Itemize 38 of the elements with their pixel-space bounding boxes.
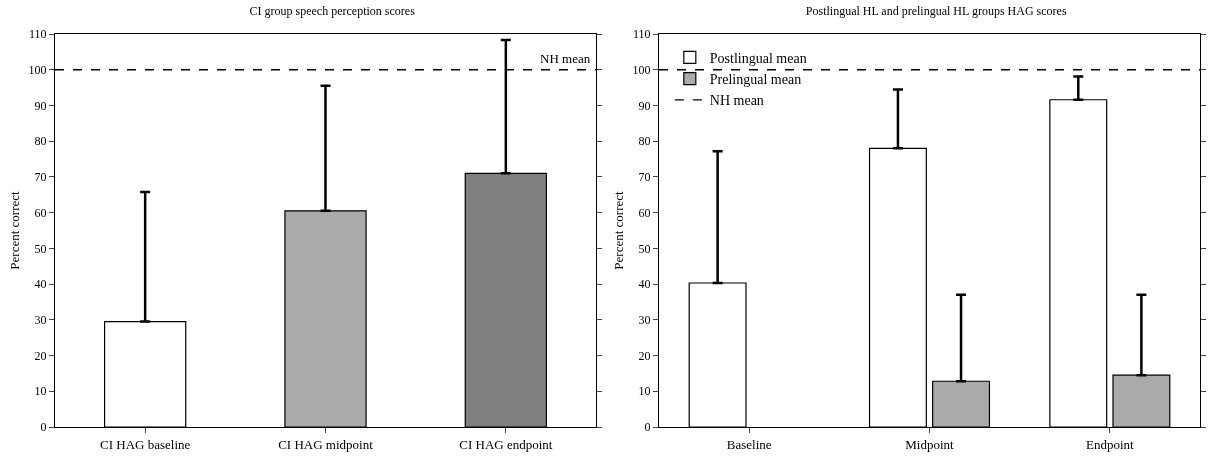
y-tick-label: 80: [34, 134, 47, 149]
y-tick-label: 50: [638, 241, 651, 256]
chart-title: Postlingual HL and prelingual HL groups HAG scores: [805, 4, 1067, 19]
chart-title: CI group speech perception scores: [249, 4, 416, 19]
x-tick-label: CI HAG baseline: [100, 436, 191, 452]
y-axis-title: Percent correct: [6, 190, 22, 270]
y-tick-label: 90: [34, 98, 47, 113]
y-tick-label: 40: [638, 277, 651, 292]
y-tick-label: 20: [638, 348, 651, 363]
y-tick-label: 0: [40, 420, 47, 435]
y-tick-label: 10: [34, 384, 47, 399]
x-tick-label: Midpoint: [905, 436, 955, 452]
y-tick-label: 20: [34, 348, 47, 363]
y-tick-label: 50: [34, 241, 47, 256]
y-tick-label: 80: [638, 134, 651, 149]
legend-label: NH mean: [709, 93, 764, 109]
x-tick-label: CI HAG midpoint: [278, 436, 374, 452]
ref-line-label: NH mean: [540, 51, 591, 66]
y-tick-label: 90: [638, 98, 651, 113]
y-tick-label: 100: [28, 62, 47, 77]
y-tick-label: 30: [34, 313, 47, 328]
y-tick-label: 110: [633, 27, 651, 42]
y-tick-label: 60: [638, 205, 651, 220]
y-tick-label: 10: [638, 384, 651, 399]
legend-label: Prelingual mean: [709, 72, 802, 88]
legend-label: Postlingual mean: [709, 50, 807, 66]
y-tick-label: 70: [34, 170, 47, 185]
y-tick-label: 110: [29, 27, 47, 42]
y-tick-label: 70: [638, 170, 651, 185]
y-tick-label: 30: [638, 313, 651, 328]
x-tick-label: CI HAG endpoint: [459, 436, 553, 452]
y-tick-label: 40: [34, 277, 47, 292]
y-axis-title: Percent correct: [610, 190, 626, 270]
y-tick-label: 60: [34, 205, 47, 220]
x-tick-label: Endpoint: [1085, 436, 1135, 452]
x-tick-label: Baseline: [726, 436, 772, 452]
y-tick-label: 0: [644, 420, 651, 435]
y-tick-label: 100: [632, 62, 651, 77]
